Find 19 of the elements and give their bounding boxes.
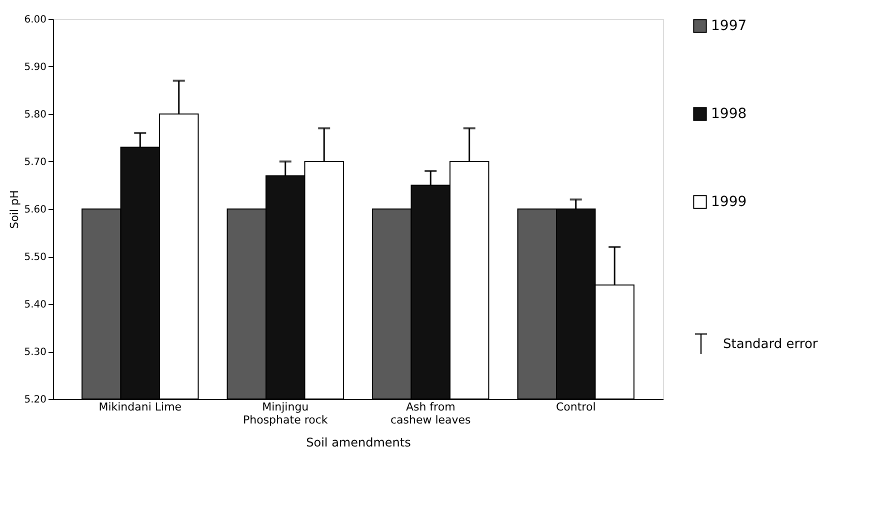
y-axis-title: Soil pH bbox=[8, 190, 22, 229]
text: Standard error bbox=[723, 337, 818, 352]
y-tick-label: 5.60 bbox=[24, 204, 46, 216]
y-tick-label: 5.40 bbox=[24, 300, 46, 310]
legend-label: 1999 bbox=[711, 194, 747, 210]
y-tick-label: 5.80 bbox=[24, 110, 46, 120]
x-tick-label: Minjingu Phosphate rock bbox=[242, 400, 328, 426]
y-tick-label: 5.90 bbox=[24, 62, 46, 73]
y-tick-label: 5.50 bbox=[24, 252, 46, 263]
y-tick-label: 5.70 bbox=[24, 157, 46, 168]
legend-label: 1998 bbox=[711, 106, 747, 122]
legend-label: 1997 bbox=[711, 18, 747, 34]
x-tick-label: Mikindani Lime bbox=[98, 400, 182, 414]
x-tick-label: Ash from cashew leaves bbox=[390, 400, 472, 426]
y-tick-label: 6.00 bbox=[24, 14, 46, 26]
x-axis-title: Soil amendments bbox=[306, 436, 411, 450]
y-tick-label: 5.30 bbox=[24, 347, 46, 358]
y-tick-label: 5.20 bbox=[24, 394, 46, 406]
x-tick-label: Control bbox=[556, 400, 596, 414]
